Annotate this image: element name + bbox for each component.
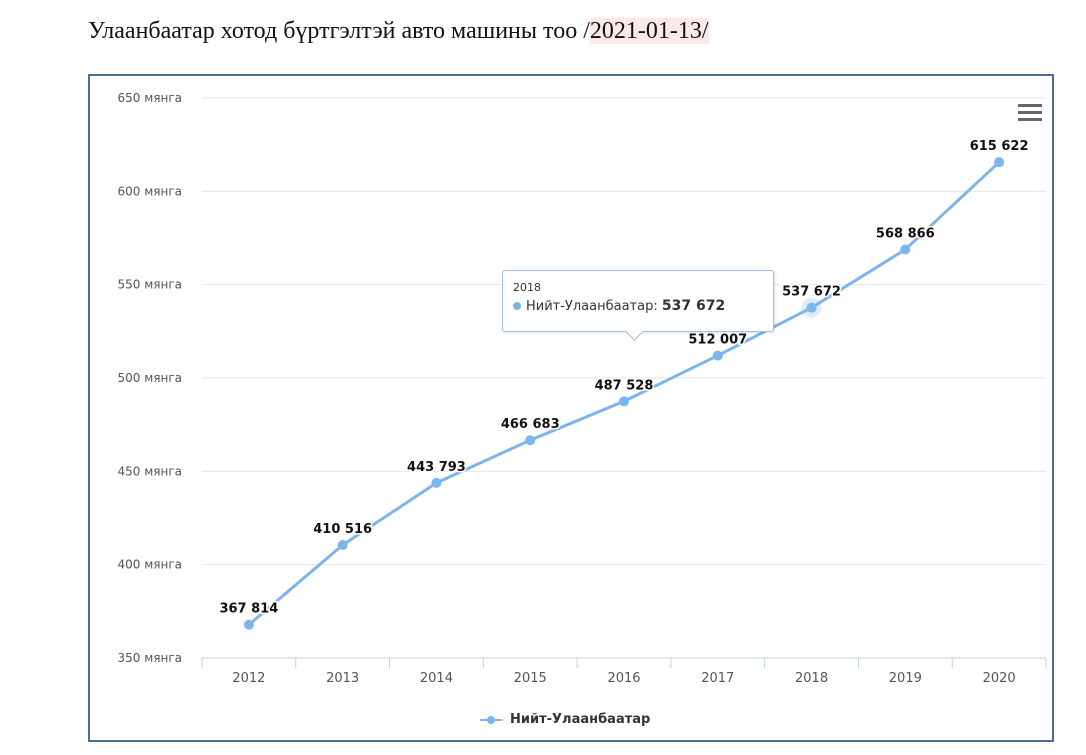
data-point xyxy=(712,350,723,361)
x-tick-label: 2017 xyxy=(701,671,734,686)
x-tick-label: 2020 xyxy=(983,671,1016,686)
page-title-date: 2021-01-13/ xyxy=(589,18,709,44)
page-title: Улаанбаатар хотод бүртгэлтэй авто машины… xyxy=(88,18,709,45)
data-label: 512 007 xyxy=(688,333,747,348)
legend-item[interactable]: Нийт-Улаанбаатар xyxy=(480,712,650,727)
data-label: 466 683 xyxy=(501,417,560,432)
tooltip: 2018 Нийт-Улаанбаатар: 537 672 xyxy=(502,270,774,332)
data-label: 443 793 xyxy=(407,460,466,475)
tooltip-dot-icon xyxy=(513,302,521,310)
data-point xyxy=(619,396,629,407)
y-tick-label: 500 мянга xyxy=(118,371,183,385)
chart-frame xyxy=(88,74,1054,742)
data-label: 537 672 xyxy=(782,285,841,300)
legend-line-icon xyxy=(480,715,502,724)
tooltip-row: Нийт-Улаанбаатар: 537 672 xyxy=(513,298,763,314)
y-tick-label: 450 мянга xyxy=(118,464,183,478)
x-tick-label: 2018 xyxy=(795,671,828,686)
hamburger-menu-icon[interactable] xyxy=(1018,104,1042,124)
data-point xyxy=(994,157,1005,168)
data-label: 568 866 xyxy=(876,226,935,241)
y-tick-label: 350 мянга xyxy=(118,651,183,665)
x-tick-label: 2019 xyxy=(889,671,922,686)
x-tick-label: 2013 xyxy=(326,671,359,686)
data-label: 367 814 xyxy=(219,602,278,617)
y-tick-label: 650 мянга xyxy=(118,91,183,105)
data-point xyxy=(900,244,911,255)
data-point xyxy=(525,435,536,446)
y-tick-label: 600 мянга xyxy=(118,184,183,198)
x-tick-label: 2016 xyxy=(607,671,640,686)
data-point xyxy=(243,619,254,630)
data-label: 487 528 xyxy=(595,378,654,393)
y-tick-label: 400 мянга xyxy=(118,558,183,572)
tooltip-series-name: Нийт-Улаанбаатар: xyxy=(526,299,662,314)
tooltip-value: 537 672 xyxy=(661,298,726,314)
legend-label: Нийт-Улаанбаатар xyxy=(510,712,651,727)
data-point xyxy=(431,477,442,488)
y-tick-label: 550 мянга xyxy=(118,278,183,292)
data-point xyxy=(806,302,817,313)
data-point xyxy=(337,540,348,551)
page-title-text: Улаанбаатар хотод бүртгэлтэй авто машины… xyxy=(88,18,590,44)
x-tick-label: 2015 xyxy=(514,671,547,686)
data-label: 410 516 xyxy=(313,522,372,537)
tooltip-x-value: 2018 xyxy=(513,281,541,294)
x-tick-label: 2014 xyxy=(420,671,453,686)
x-tick-label: 2012 xyxy=(232,671,265,686)
data-label: 615 622 xyxy=(970,139,1029,154)
